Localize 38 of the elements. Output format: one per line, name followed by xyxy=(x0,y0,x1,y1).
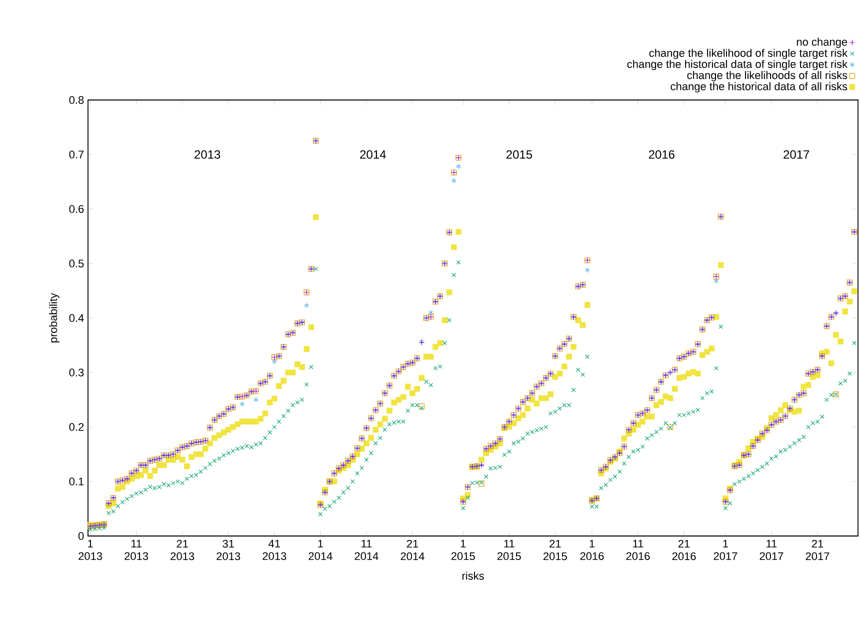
y-tick-label: 0.4 xyxy=(69,314,84,322)
y-tick-label: 0.6 xyxy=(69,205,84,213)
annotation: 2015 xyxy=(506,150,532,159)
y-tick-label: 0.2 xyxy=(69,423,84,431)
x-tick-label: 1 2017 xyxy=(714,540,738,560)
x-tick-label: 11 2015 xyxy=(497,540,521,560)
x-tick-label: 21 2015 xyxy=(543,540,567,560)
legend-label: change the historical data of all risks xyxy=(670,82,848,92)
x-tick-label: 1 2016 xyxy=(580,540,604,560)
x-tick-label: 1 2014 xyxy=(308,540,332,560)
legend-label: change the likelihood of single target risk xyxy=(649,48,848,60)
legend-label: no change xyxy=(796,38,848,48)
y-tick-label: 0.8 xyxy=(69,96,84,104)
x-tick-label: 11 2016 xyxy=(626,540,650,560)
x-tick-label: 21 2016 xyxy=(672,540,696,560)
y-tick-label: 0.3 xyxy=(69,368,84,376)
x-tick-label: 31 2013 xyxy=(216,540,240,560)
y-tick-label: 0.5 xyxy=(69,260,84,268)
x-tick-label: 11 2017 xyxy=(760,540,784,560)
annotation: 2014 xyxy=(360,150,386,159)
annotation: 2016 xyxy=(648,150,674,159)
y-tick-label: 0 xyxy=(78,532,84,540)
x-tick-label: 11 2013 xyxy=(124,540,148,560)
legend-label: change the likelihoods of all risks xyxy=(687,71,848,82)
annotation: 2017 xyxy=(784,150,810,159)
annotation: 2013 xyxy=(194,150,220,159)
x-tick-label: 1 2013 xyxy=(78,540,102,560)
legend-label: change the historical data of single target risk xyxy=(627,60,848,70)
y-tick-label: 0.1 xyxy=(69,478,84,486)
x-axis-title: risks xyxy=(462,572,484,580)
x-tick-label: 21 2014 xyxy=(400,540,424,560)
x-tick-label: 41 2013 xyxy=(262,540,286,560)
x-tick-label: 11 2014 xyxy=(354,540,378,560)
y-tick-label: 0.7 xyxy=(69,150,84,158)
x-tick-label: 21 2013 xyxy=(170,540,194,560)
y-axis-title: probability xyxy=(49,292,60,342)
x-tick-label: 21 2017 xyxy=(806,540,830,560)
x-tick-label: 1 2015 xyxy=(451,540,475,560)
